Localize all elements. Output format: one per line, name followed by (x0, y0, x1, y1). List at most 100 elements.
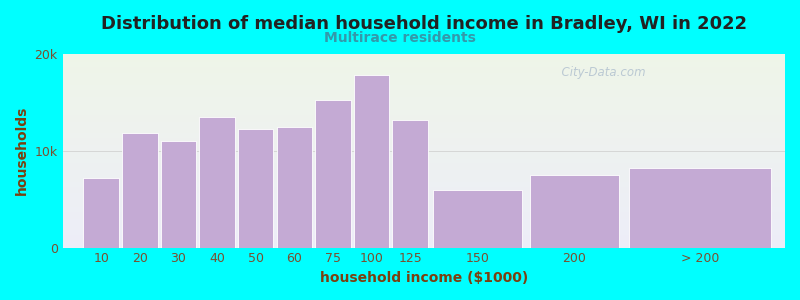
Bar (62, 56, 785, 58)
Bar (62, 118, 785, 120)
Bar (62, 244, 785, 246)
Bar (62, 91, 785, 93)
Bar (62, 164, 785, 166)
Bar (62, 209, 785, 211)
Bar (62, 236, 785, 238)
X-axis label: household income ($1000): household income ($1000) (320, 271, 528, 285)
Bar (62, 124, 785, 126)
Bar (62, 120, 785, 122)
Bar (62, 116, 785, 118)
Bar (62, 112, 785, 114)
Bar (62, 232, 785, 234)
Bar (62, 89, 785, 91)
Bar (62, 137, 785, 139)
Bar (354, 75, 390, 248)
Bar (62, 188, 785, 190)
Bar (62, 234, 785, 236)
Bar (62, 184, 785, 186)
Bar (62, 134, 785, 135)
Bar (62, 228, 785, 230)
Bar (62, 83, 785, 85)
Bar (62, 60, 785, 62)
Bar (62, 68, 785, 70)
Bar (62, 194, 785, 195)
Bar (62, 139, 785, 141)
Bar (393, 120, 428, 248)
Bar (62, 246, 785, 248)
Bar (62, 238, 785, 240)
Bar (62, 203, 785, 205)
Bar (62, 58, 785, 60)
Bar (62, 64, 785, 66)
Bar (62, 220, 785, 222)
Bar (62, 190, 785, 191)
Bar (62, 242, 785, 244)
Bar (83, 178, 119, 247)
Bar (62, 191, 785, 194)
Bar (62, 126, 785, 127)
Bar (62, 151, 785, 153)
Bar (62, 180, 785, 182)
Bar (62, 162, 785, 164)
Bar (62, 186, 785, 188)
Bar (62, 131, 785, 134)
Bar (62, 147, 785, 149)
Bar (62, 108, 785, 110)
Bar (62, 145, 785, 147)
Bar (62, 215, 785, 217)
Bar (62, 182, 785, 184)
Bar (62, 75, 785, 77)
Bar (62, 85, 785, 87)
Bar (62, 199, 785, 201)
Bar (62, 62, 785, 64)
Bar (62, 130, 785, 131)
Bar (62, 143, 785, 145)
Text: City-Data.com: City-Data.com (554, 66, 646, 79)
Bar (62, 104, 785, 106)
Bar (62, 110, 785, 112)
Bar (62, 102, 785, 104)
Bar (62, 95, 785, 97)
Bar (629, 168, 771, 248)
Bar (62, 128, 785, 130)
Bar (530, 175, 619, 247)
Bar (315, 100, 350, 247)
Bar (62, 106, 785, 108)
Y-axis label: households: households (15, 106, 29, 196)
Bar (62, 176, 785, 178)
Bar (62, 77, 785, 79)
Text: Multirace residents: Multirace residents (324, 32, 476, 46)
Bar (434, 190, 522, 247)
Bar (62, 158, 785, 160)
Bar (62, 100, 785, 102)
Bar (62, 98, 785, 101)
Bar (62, 226, 785, 228)
Bar (62, 205, 785, 207)
Bar (62, 174, 785, 176)
Bar (62, 230, 785, 232)
Bar (62, 155, 785, 157)
Bar (122, 134, 158, 248)
Bar (62, 222, 785, 224)
Bar (62, 71, 785, 74)
Bar (62, 195, 785, 197)
Bar (62, 79, 785, 81)
Bar (62, 217, 785, 218)
Bar (62, 93, 785, 95)
Bar (62, 97, 785, 98)
Bar (62, 201, 785, 203)
Bar (62, 172, 785, 174)
Bar (62, 81, 785, 83)
Bar (62, 135, 785, 137)
Bar (62, 149, 785, 151)
Bar (62, 224, 785, 226)
Bar (62, 240, 785, 242)
Bar (238, 130, 274, 248)
Bar (62, 141, 785, 143)
Bar (62, 170, 785, 172)
Bar (62, 160, 785, 162)
Bar (62, 197, 785, 199)
Bar (62, 87, 785, 89)
Bar (161, 141, 196, 248)
Title: Distribution of median household income in Bradley, WI in 2022: Distribution of median household income … (101, 15, 747, 33)
